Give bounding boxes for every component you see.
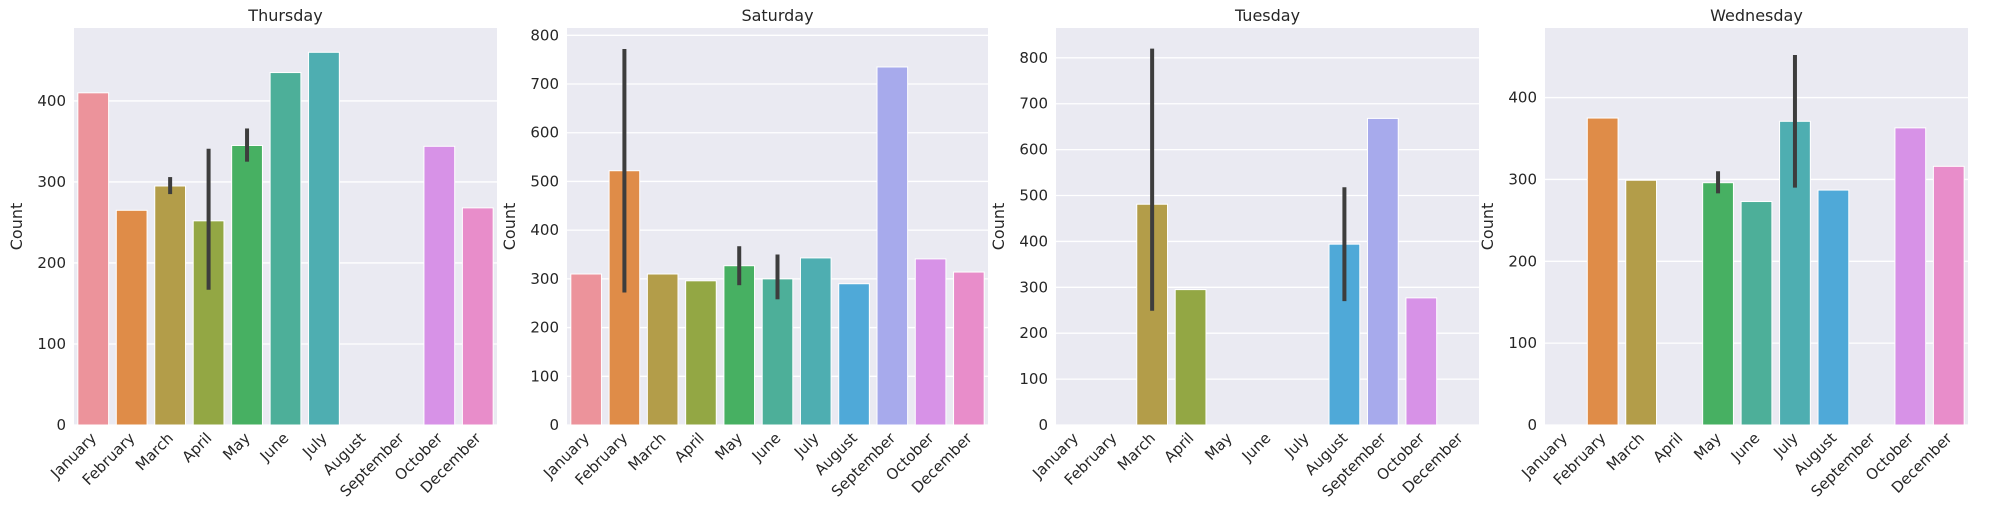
x-tick-label: May bbox=[711, 429, 746, 464]
x-tick-label: May bbox=[219, 429, 254, 464]
bar-march bbox=[646, 273, 679, 426]
y-tick-label: 600 bbox=[530, 124, 559, 142]
bar-september bbox=[876, 66, 909, 426]
y-tick-label: 400 bbox=[1508, 89, 1537, 107]
bar-october bbox=[1894, 127, 1927, 426]
y-axis-label: Count bbox=[7, 203, 26, 251]
y-tick-label: 300 bbox=[530, 270, 559, 288]
bar-april bbox=[685, 280, 717, 426]
y-tick-label: 300 bbox=[1508, 170, 1537, 188]
x-tick-label: May bbox=[1690, 429, 1725, 464]
chart-title: Thursday bbox=[247, 6, 322, 25]
y-axis-label: Count bbox=[500, 203, 519, 251]
x-tick-label: March bbox=[624, 429, 669, 474]
x-tick-label: July bbox=[298, 429, 331, 462]
y-tick-label: 0 bbox=[56, 416, 66, 434]
bar-june bbox=[761, 278, 794, 426]
bar-march bbox=[154, 185, 187, 426]
bar-july bbox=[308, 51, 340, 426]
bar-june bbox=[269, 72, 302, 426]
x-tick-label: July bbox=[1769, 429, 1802, 462]
y-tick-label: 0 bbox=[1527, 416, 1537, 434]
x-tick-label: July bbox=[1280, 429, 1313, 462]
bar-august bbox=[838, 283, 870, 426]
bar-january bbox=[570, 273, 602, 426]
y-tick-label: 700 bbox=[530, 75, 559, 93]
x-tick-label: June bbox=[1238, 429, 1275, 466]
bar-may bbox=[231, 144, 263, 426]
bar-december bbox=[1932, 165, 1965, 426]
x-tick-label: June bbox=[748, 429, 785, 466]
y-tick-label: 400 bbox=[1019, 232, 1048, 250]
x-tick-label: April bbox=[1160, 429, 1197, 466]
y-tick-label: 800 bbox=[1019, 49, 1048, 67]
bar-may bbox=[1702, 182, 1734, 426]
bar-october bbox=[914, 258, 947, 426]
y-tick-label: 800 bbox=[530, 26, 559, 44]
y-tick-label: 100 bbox=[37, 335, 66, 353]
x-tick-label: March bbox=[1114, 429, 1159, 474]
y-tick-label: 600 bbox=[1019, 141, 1048, 159]
y-axis-label: Count bbox=[989, 203, 1008, 251]
y-tick-label: 0 bbox=[549, 416, 559, 434]
bar-june bbox=[1740, 201, 1773, 426]
bar-august bbox=[1817, 189, 1850, 426]
bar-july bbox=[799, 257, 832, 426]
y-tick-label: 400 bbox=[530, 221, 559, 239]
chart-title: Tuesday bbox=[1234, 6, 1300, 25]
bar-october bbox=[1405, 297, 1438, 426]
y-tick-label: 100 bbox=[1019, 370, 1048, 388]
y-tick-label: 500 bbox=[530, 172, 559, 190]
y-tick-label: 100 bbox=[1508, 334, 1537, 352]
x-tick-label: April bbox=[671, 429, 708, 466]
y-tick-label: 200 bbox=[530, 319, 559, 337]
y-tick-label: 0 bbox=[1038, 416, 1048, 434]
bar-march bbox=[1625, 179, 1658, 426]
bar-february bbox=[1586, 117, 1619, 426]
y-tick-label: 200 bbox=[1019, 324, 1048, 342]
x-tick-label: May bbox=[1201, 429, 1236, 464]
bar-december bbox=[953, 271, 985, 426]
y-tick-label: 200 bbox=[1508, 252, 1537, 270]
bar-december bbox=[461, 207, 494, 426]
bar-september bbox=[1366, 117, 1399, 426]
x-tick-label: June bbox=[256, 429, 293, 466]
x-tick-label: June bbox=[1727, 429, 1764, 466]
y-tick-label: 400 bbox=[37, 92, 66, 110]
y-axis-label: Count bbox=[1478, 203, 1497, 251]
y-tick-label: 200 bbox=[37, 254, 66, 272]
bar-october bbox=[423, 145, 456, 426]
chart-title: Wednesday bbox=[1710, 6, 1803, 25]
y-tick-label: 500 bbox=[1019, 187, 1048, 205]
bar-april bbox=[1174, 289, 1207, 426]
y-tick-label: 700 bbox=[1019, 95, 1048, 113]
x-tick-label: April bbox=[1649, 429, 1686, 466]
y-tick-label: 100 bbox=[530, 367, 559, 385]
x-tick-label: April bbox=[178, 429, 215, 466]
chart-title: Saturday bbox=[741, 6, 813, 25]
bar-may bbox=[723, 265, 756, 426]
x-tick-label: March bbox=[132, 429, 177, 474]
bar-february bbox=[115, 209, 148, 426]
y-tick-label: 300 bbox=[1019, 278, 1048, 296]
x-tick-label: March bbox=[1603, 429, 1648, 474]
y-tick-label: 300 bbox=[37, 173, 66, 191]
chart-panel-saturday: 0100200300400500600700800JanuaryFebruary… bbox=[500, 6, 988, 500]
x-tick-label: July bbox=[790, 429, 823, 462]
chart-panel-tuesday: 0100200300400500600700800JanuaryFebruary… bbox=[989, 6, 1479, 500]
bar-january bbox=[77, 92, 110, 426]
